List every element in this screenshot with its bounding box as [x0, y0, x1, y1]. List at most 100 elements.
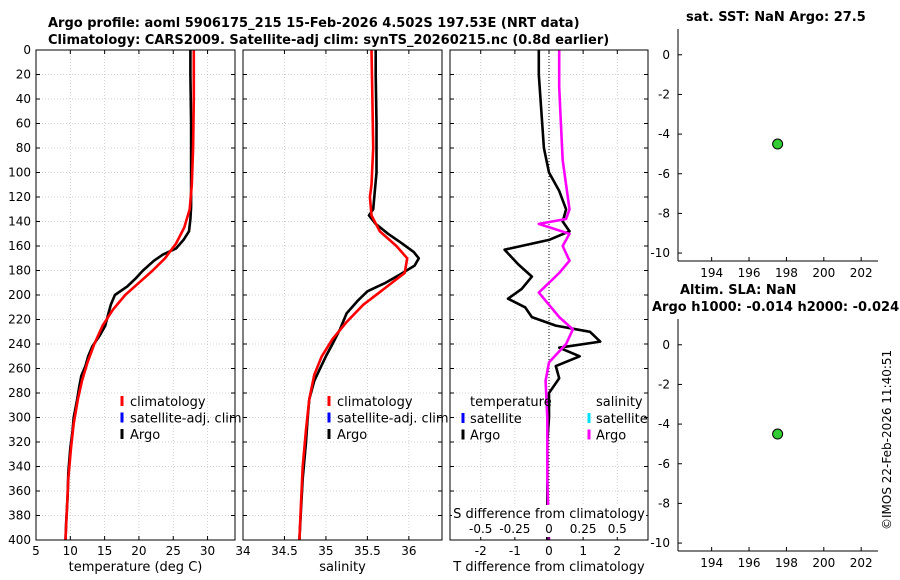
x-axis-label: salinity — [319, 560, 366, 575]
secondary-axis-label: S difference from climatology — [453, 507, 645, 522]
sla-map-subtitle: Argo h1000: -0.014 h2000: -0.024 — [652, 300, 900, 315]
x-tick-label: 5 — [32, 544, 40, 558]
series-line-t-difference-argo- — [503, 50, 602, 540]
y-tick-label: 380 — [8, 509, 31, 523]
legend-label: Argo — [596, 429, 626, 444]
legend-title-temperature: temperature — [470, 395, 552, 410]
legend-label: Argo — [470, 429, 500, 444]
y-tick-label: -10 — [650, 246, 670, 260]
y-tick-label: 80 — [16, 141, 31, 155]
series-line-climatology — [298, 49, 409, 541]
y-tick-label: -2 — [658, 377, 670, 391]
argo-location-marker — [772, 138, 784, 150]
x-tick-label: 202 — [850, 556, 873, 570]
x-tick-label: 25 — [166, 544, 181, 558]
salinity-panel: 34 34.5 35 35.5 36 salinity climatology satelli… — [235, 49, 449, 575]
x-tick-label: 194 — [700, 266, 723, 280]
x-tick-label: -2 — [475, 544, 487, 558]
y-tick-label: 200 — [8, 288, 31, 302]
sla_map-panel: 0 -2 -4 -6 -8 -10 194 196 198 200 202 — [650, 319, 878, 570]
x-tick-label: 34 — [235, 544, 250, 558]
y-tick-label: 120 — [8, 190, 31, 204]
x-tick-label: 196 — [738, 556, 761, 570]
secondary-tick-label: 0.5 — [608, 522, 627, 536]
sla-map-title: Altim. SLA: NaN — [680, 283, 797, 298]
legend-label: satellite-adj. clim — [337, 412, 449, 427]
x-tick-label: 200 — [812, 556, 835, 570]
y-tick-label: 360 — [8, 484, 31, 498]
y-tick-label: -6 — [658, 457, 670, 471]
x-tick-label: 198 — [775, 556, 798, 570]
legend-label: climatology — [337, 395, 413, 410]
legend-label: satellite — [470, 412, 522, 427]
series-line-s-difference-argo- — [537, 50, 575, 541]
y-tick-label: 0 — [662, 48, 670, 62]
x-tick-label: 2 — [613, 544, 621, 558]
secondary-tick-label: -0.25 — [499, 522, 530, 536]
x-tick-label: 20 — [131, 544, 146, 558]
x-tick-label: 34.5 — [271, 544, 298, 558]
y-tick-label: 160 — [8, 239, 31, 253]
y-tick-label: 300 — [8, 411, 31, 425]
series-line-argo — [298, 50, 421, 541]
x-tick-label: 15 — [97, 544, 112, 558]
argo-location-marker — [772, 428, 784, 440]
legend-label: Argo — [130, 428, 160, 443]
series-line-climatology — [64, 50, 196, 541]
y-tick-label: -2 — [658, 87, 670, 101]
legend-label: Argo — [337, 428, 367, 443]
y-tick-label: 320 — [8, 435, 31, 449]
figure-title-line1: Argo profile: aoml 5906175_215 15-Feb-20… — [48, 16, 580, 31]
x-tick-label: 35 — [318, 544, 333, 558]
y-tick-label: 40 — [16, 92, 31, 106]
x-tick-label: 202 — [850, 266, 873, 280]
x-tick-label: 198 — [775, 266, 798, 280]
y-tick-label: 240 — [8, 337, 31, 351]
x-axis-label: temperature (deg C) — [69, 560, 203, 575]
difference-panel: -2 -1 0 1 2 T difference from climatology temp… — [449, 49, 649, 575]
y-tick-label: 340 — [8, 460, 31, 474]
y-tick-label: 280 — [8, 386, 31, 400]
y-tick-label: 0 — [662, 338, 670, 352]
y-tick-label: -4 — [658, 417, 670, 431]
x-tick-label: 200 — [812, 266, 835, 280]
legend-title-salinity: salinity — [596, 395, 643, 410]
x-tick-label: 30 — [200, 544, 215, 558]
x-tick-label: 0 — [545, 544, 553, 558]
y-tick-label: -8 — [658, 206, 670, 220]
secondary-tick-label: -0.5 — [469, 522, 492, 536]
y-tick-label: 260 — [8, 362, 31, 376]
y-tick-label: -10 — [650, 536, 670, 550]
sst_map-panel: 0 -2 -4 -6 -8 -10 194 196 198 200 202 — [650, 29, 878, 280]
x-tick-label: -1 — [509, 544, 521, 558]
secondary-tick-label: 0.25 — [570, 522, 597, 536]
x-axis-label: T difference from climatology — [452, 560, 645, 575]
legend-label: satellite — [596, 412, 648, 427]
x-tick-label: 196 — [738, 266, 761, 280]
y-tick-label: 0 — [23, 43, 31, 57]
y-tick-label: -8 — [658, 496, 670, 510]
y-tick-label: 180 — [8, 264, 31, 278]
figure-title-line2: Climatology: CARS2009. Satellite-adj cli… — [48, 33, 610, 48]
legend-label: satellite-adj. clim — [130, 412, 242, 427]
axes-frame — [449, 49, 649, 541]
y-tick-label: 400 — [8, 533, 31, 547]
y-tick-label: 60 — [16, 117, 31, 131]
top-axis-background — [452, 505, 646, 537]
y-tick-label: 100 — [8, 166, 31, 180]
y-tick-label: 220 — [8, 313, 31, 327]
x-tick-label: 36 — [401, 544, 416, 558]
x-tick-label: 1 — [579, 544, 587, 558]
secondary-tick-label: 0 — [545, 522, 553, 536]
temperature-panel: 5 10 15 20 25 30 temperature (deg C) 0 20 40 60 80 1… — [8, 43, 242, 575]
y-tick-label: -6 — [658, 167, 670, 181]
y-tick-label: 20 — [16, 68, 31, 82]
y-tick-label: 140 — [8, 215, 31, 229]
legend-label: climatology — [130, 395, 206, 410]
y-tick-label: -4 — [658, 127, 670, 141]
sst-map-title: sat. SST: NaN Argo: 27.5 — [686, 10, 866, 25]
x-tick-label: 194 — [700, 556, 723, 570]
x-tick-label: 35.5 — [354, 544, 381, 558]
x-tick-label: 10 — [63, 544, 78, 558]
